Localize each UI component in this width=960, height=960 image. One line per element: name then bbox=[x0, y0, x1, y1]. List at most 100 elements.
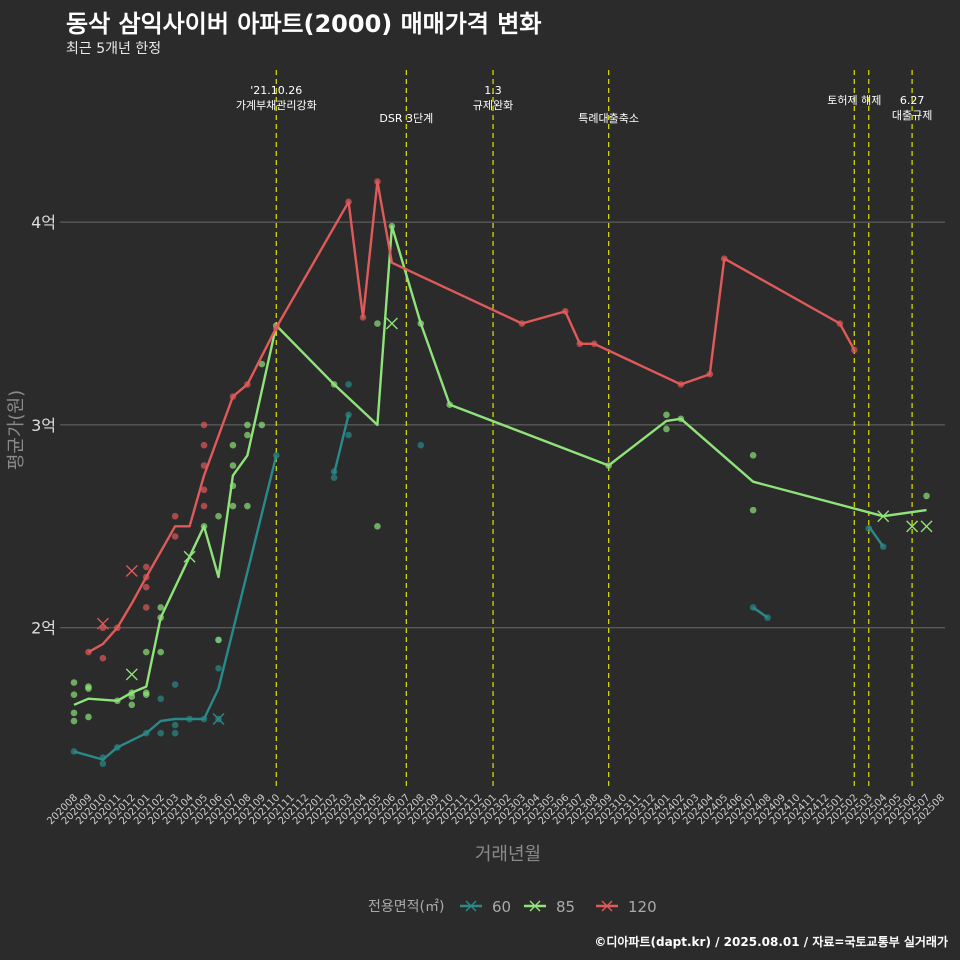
outlier-mark bbox=[125, 668, 138, 681]
event-label: DSR 3단계 bbox=[379, 112, 433, 125]
legend-entry: 60 bbox=[460, 898, 511, 916]
data-point bbox=[85, 683, 92, 690]
event-label: 토허제 해제 bbox=[827, 93, 881, 107]
data-point bbox=[70, 709, 78, 717]
legend-title: 전용면적(㎡) bbox=[368, 899, 444, 915]
data-point bbox=[157, 604, 164, 611]
data-point bbox=[273, 452, 280, 459]
data-point bbox=[200, 486, 208, 494]
series-line bbox=[73, 455, 278, 761]
data-point bbox=[244, 421, 251, 429]
data-series bbox=[70, 178, 933, 767]
data-point bbox=[99, 760, 107, 767]
outlier-stroke bbox=[877, 510, 890, 523]
outlier-mark bbox=[906, 520, 919, 533]
legend-entry: 120 bbox=[596, 898, 657, 916]
data-point bbox=[749, 506, 757, 514]
legend-label: 85 bbox=[556, 898, 575, 916]
legend: 전용면적(㎡) 60 85 120 bbox=[368, 898, 657, 916]
data-point bbox=[200, 421, 208, 429]
data-point bbox=[70, 679, 78, 686]
data-point bbox=[70, 691, 78, 698]
axes: 2억3억4억평균가(원)2020082020092020102020112020… bbox=[6, 213, 947, 865]
data-point bbox=[663, 411, 670, 419]
series-line bbox=[752, 606, 769, 619]
chart-title: 동삭 삼익사이버 아파트(2000) 매매가격 변화 bbox=[66, 10, 542, 38]
data-point bbox=[374, 523, 381, 530]
outlier-stroke bbox=[125, 668, 138, 681]
data-point bbox=[171, 721, 179, 729]
y-tick-label: 2억 bbox=[31, 619, 56, 638]
data-point bbox=[171, 681, 179, 688]
data-point bbox=[171, 729, 179, 737]
event-label: 규제완화 bbox=[473, 99, 513, 112]
data-point bbox=[157, 695, 164, 703]
data-point bbox=[70, 717, 78, 725]
data-point bbox=[229, 441, 237, 449]
outlier-mark bbox=[385, 317, 398, 330]
data-point bbox=[142, 648, 150, 656]
series-line bbox=[332, 414, 350, 474]
event-label: 특례대출축소 bbox=[578, 112, 639, 125]
series-line bbox=[87, 180, 856, 654]
outlier-stroke bbox=[385, 317, 398, 330]
series-line bbox=[867, 525, 885, 548]
event-label: 가계부채관리강화 bbox=[236, 99, 317, 112]
series-line bbox=[73, 225, 927, 706]
data-point bbox=[171, 533, 179, 540]
data-point bbox=[215, 665, 222, 672]
data-point bbox=[215, 636, 222, 644]
y-axis-title: 평균가(원) bbox=[6, 390, 27, 470]
event-label: 6.27 bbox=[900, 94, 925, 107]
chart-subtitle: 최근 5개년 한정 bbox=[66, 41, 162, 57]
legend-entry: 85 bbox=[524, 898, 575, 916]
outlier-stroke bbox=[96, 617, 109, 630]
y-tick-label: 3억 bbox=[31, 416, 56, 435]
legend-swatch-cross bbox=[465, 900, 477, 912]
data-point bbox=[330, 474, 338, 481]
event-label: 1.3 bbox=[484, 84, 502, 97]
event-label: '21.10.26 bbox=[250, 84, 302, 97]
data-point bbox=[749, 452, 757, 459]
data-point bbox=[229, 462, 237, 469]
data-point bbox=[142, 563, 150, 571]
data-point bbox=[258, 421, 266, 429]
data-point bbox=[99, 654, 107, 662]
data-point bbox=[157, 729, 164, 737]
outlier-mark bbox=[920, 520, 933, 533]
data-point bbox=[244, 431, 251, 439]
data-point bbox=[923, 492, 930, 500]
data-point bbox=[345, 381, 352, 388]
data-point bbox=[128, 701, 136, 709]
legend-label: 120 bbox=[628, 898, 657, 916]
data-point bbox=[85, 713, 92, 721]
data-point bbox=[171, 512, 179, 520]
outlier-mark bbox=[183, 550, 196, 563]
legend-label: 60 bbox=[492, 898, 511, 916]
data-point bbox=[142, 604, 150, 611]
data-point bbox=[374, 320, 381, 327]
data-point bbox=[417, 441, 425, 449]
outlier-stroke bbox=[125, 564, 138, 577]
data-point bbox=[215, 512, 222, 520]
outlier-stroke bbox=[906, 520, 919, 533]
outlier-mark bbox=[96, 617, 109, 630]
data-point bbox=[258, 360, 266, 368]
outlier-mark bbox=[125, 564, 138, 577]
data-point bbox=[244, 502, 251, 510]
data-point bbox=[200, 502, 208, 510]
outlier-mark bbox=[212, 713, 225, 726]
outlier-stroke bbox=[212, 713, 225, 726]
outlier-mark bbox=[877, 510, 890, 523]
event-label: 대출규제 bbox=[892, 109, 932, 122]
x-axis-title: 거래년월 bbox=[475, 844, 541, 865]
data-point bbox=[663, 425, 670, 433]
legend-swatch-cross bbox=[529, 900, 541, 912]
data-point bbox=[157, 648, 164, 656]
data-point bbox=[200, 441, 208, 449]
legend-swatch-cross bbox=[601, 900, 613, 912]
data-point bbox=[200, 462, 208, 469]
outlier-stroke bbox=[183, 550, 196, 563]
